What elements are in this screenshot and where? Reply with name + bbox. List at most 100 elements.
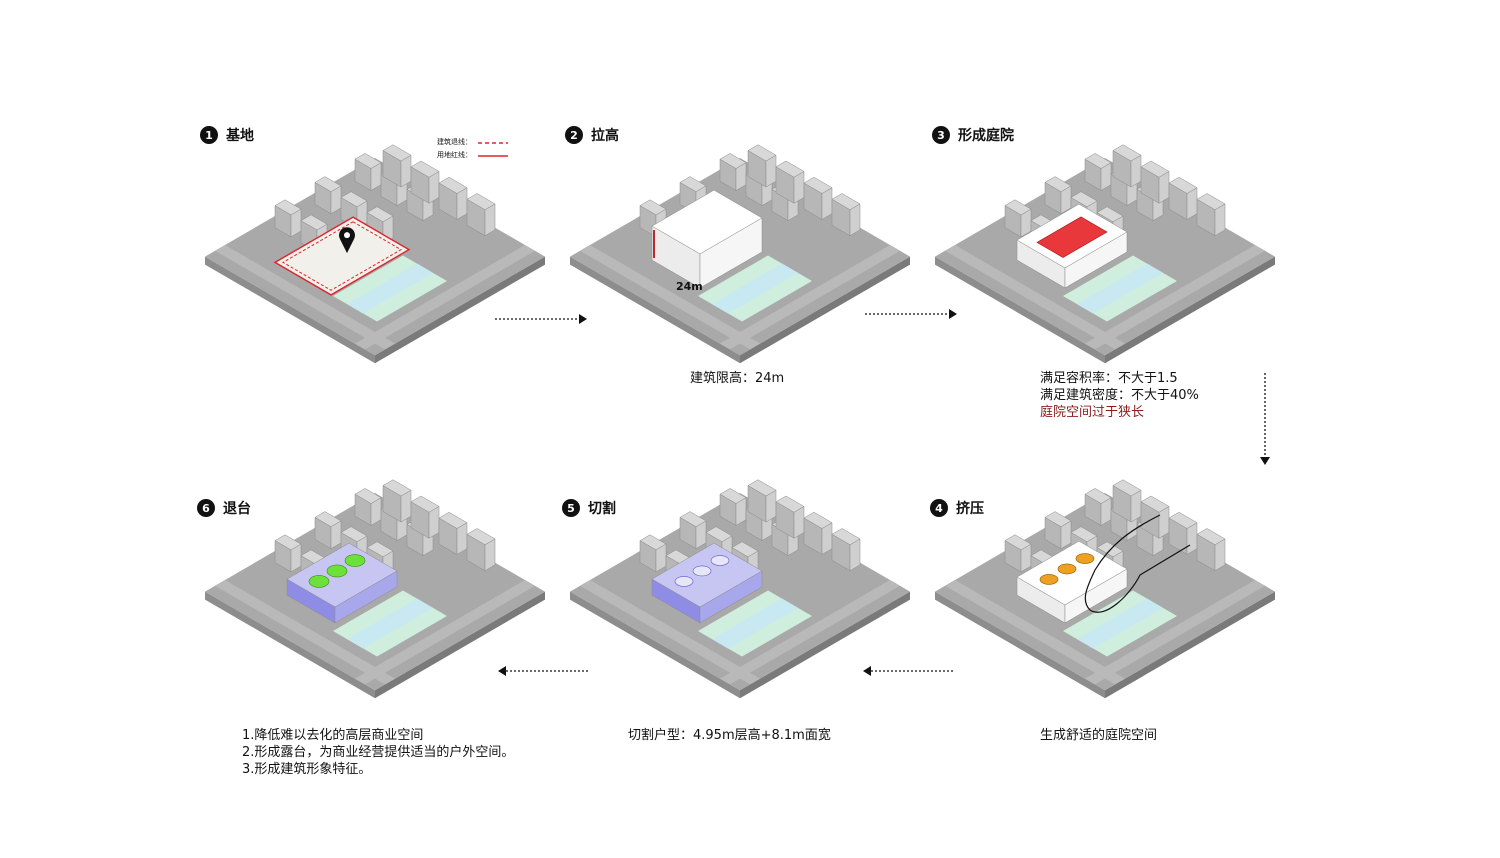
river: [1077, 263, 1163, 314]
neighbor-building: [410, 495, 440, 539]
flow-arrow-5-6: [498, 666, 590, 676]
ground-edge: [570, 256, 740, 364]
step-3-caption: 满足容积率：不大于1.5 满足建筑密度：不大于40% 庭院空间过于狭长: [1040, 370, 1199, 421]
site-model-group: [205, 479, 545, 699]
site-model: [935, 144, 1275, 364]
courtyard: [1036, 216, 1108, 258]
road: [215, 580, 395, 685]
neighbor-building: [775, 495, 805, 539]
river: [347, 598, 433, 649]
neighbor-building: [747, 144, 777, 188]
ground-edge: [1105, 256, 1275, 364]
neighbor-building: [1004, 199, 1032, 238]
courtyard-void: [692, 565, 712, 577]
neighbor-building: [719, 488, 747, 526]
ground-edge: [740, 591, 910, 699]
terrace: [308, 575, 330, 588]
legend-redline: 用地红线：: [437, 149, 508, 162]
road: [945, 245, 1125, 350]
step-number-badge: 5: [562, 499, 580, 517]
neighbor-building: [1168, 176, 1198, 220]
step-number-badge: 3: [932, 126, 950, 144]
neighbor-building: [1196, 193, 1226, 237]
legend: 建筑退线： 用地红线：: [437, 136, 508, 162]
neighbor-building: [775, 160, 805, 204]
step-2-caption: 建筑限高：24m: [690, 371, 785, 386]
river: [712, 598, 798, 649]
ground-edge: [1105, 591, 1275, 699]
step-3-title: 3 形成庭院: [932, 125, 1014, 145]
ground-edge: [570, 591, 740, 699]
neighbor-building: [274, 199, 302, 238]
neighbor-building: [803, 511, 833, 555]
legend-setback-label: 建筑退线：: [437, 138, 472, 146]
site-model-group: [935, 479, 1275, 699]
flow-arrow-1-2: [495, 314, 587, 324]
neighbor-building: [438, 511, 468, 555]
step-4-caption: 生成舒适的庭院空间: [1040, 728, 1158, 743]
ground-edge: [935, 591, 1105, 699]
neighbor-building: [831, 528, 861, 572]
road: [580, 580, 760, 685]
road: [945, 580, 1125, 685]
ground-edge: [935, 256, 1105, 364]
river: [1077, 598, 1163, 649]
caption-line: 3.形成建筑形象特征。: [242, 762, 372, 777]
neighbor-building: [1044, 176, 1072, 215]
site-model: [570, 479, 910, 699]
ground-edge: [375, 256, 545, 364]
site-model: [205, 479, 545, 699]
neighbor-building: [410, 160, 440, 204]
neighbor-building: [831, 193, 861, 237]
neighbor-building: [747, 479, 777, 523]
courtyard-void: [1039, 574, 1059, 585]
step-title-text: 挤压: [956, 501, 984, 517]
neighbor-building: [1004, 534, 1032, 573]
caption-line: 2.形成露台，为商业经营提供适当的户外空间。: [242, 745, 515, 760]
site-model: [570, 144, 910, 364]
caption-line: 满足容积率：不大于1.5: [1040, 371, 1178, 386]
step-title-text: 拉高: [591, 128, 619, 144]
road: [580, 245, 760, 350]
legend-setback: 建筑退线：: [437, 136, 508, 149]
neighbor-building: [466, 528, 496, 572]
courtyard-void: [710, 555, 730, 566]
step-number-badge: 1: [200, 126, 218, 144]
road: [720, 580, 900, 685]
site-diagram-3: [930, 140, 1280, 370]
solid-line-swatch: [478, 154, 508, 157]
step-4-title: 4 挤压: [930, 498, 984, 518]
flow-arrow-4-5: [863, 666, 955, 676]
site-diagram-4: [930, 475, 1280, 705]
step-title-text: 切割: [588, 501, 616, 517]
site-diagram-1: [200, 140, 550, 370]
site-model-group: [570, 144, 910, 364]
site-diagram-2: [565, 140, 915, 370]
flow-arrow-3-4: [1260, 373, 1270, 465]
ground-edge: [205, 591, 375, 699]
flow-arrow-2-3: [865, 309, 957, 319]
setback-line: [282, 221, 402, 291]
courtyard-void: [1057, 563, 1077, 575]
road: [355, 245, 535, 350]
step-number-badge: 2: [565, 126, 583, 144]
road: [355, 580, 535, 685]
dashed-line-swatch: [478, 141, 508, 144]
neighbor-building: [639, 534, 667, 573]
step-title-text: 基地: [226, 128, 254, 144]
step-title-text: 退台: [223, 501, 251, 517]
site-model-group: [570, 479, 910, 699]
step-5-title: 5 切割: [562, 498, 616, 518]
site-model: [935, 479, 1275, 699]
river: [712, 263, 798, 314]
step-5-caption: 切割户型：4.95m层高+8.1m面宽: [628, 728, 831, 743]
step-2-title: 2 拉高: [565, 125, 619, 145]
step-number-badge: 6: [197, 499, 215, 517]
neighbor-building: [1044, 511, 1072, 550]
caption-line: 满足建筑密度：不大于40%: [1040, 388, 1199, 403]
neighbor-building: [1140, 160, 1170, 204]
site-model-group: [205, 144, 545, 364]
step-number-badge: 4: [930, 499, 948, 517]
neighbor-building: [803, 176, 833, 220]
neighbor-building: [438, 176, 468, 220]
